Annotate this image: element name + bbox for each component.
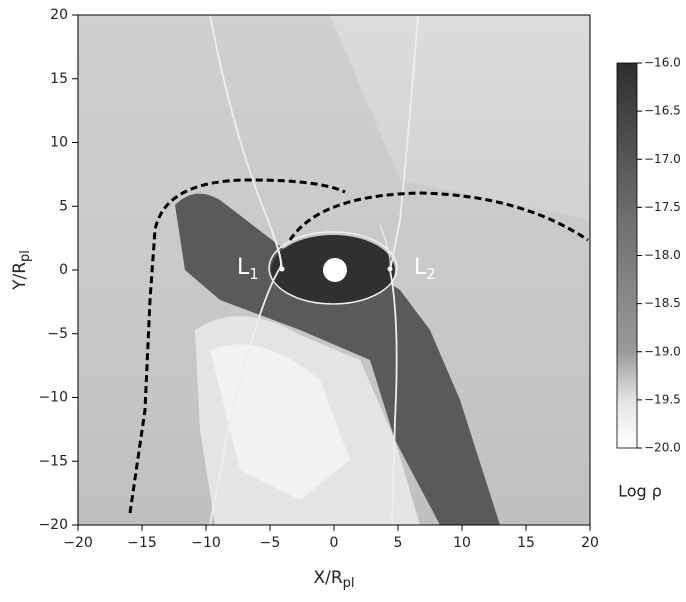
colorbar-label: Log ρ (618, 482, 662, 501)
x-tick-label: −5 (260, 535, 281, 551)
x-tick-label: −10 (191, 535, 221, 551)
colorbar-tick-label: −16.0 (644, 56, 681, 70)
y-tick-label: −20 (38, 517, 68, 533)
x-tick-label: 20 (581, 535, 599, 551)
y-tick-label: 5 (59, 198, 68, 214)
colorbar-tick-label: −17.5 (644, 200, 681, 214)
colorbar-tick-label: −17.0 (644, 152, 681, 166)
y-tick-label: 10 (50, 135, 68, 151)
y-tick-label: 0 (59, 262, 68, 278)
colorbar-tick-label: −19.0 (644, 344, 681, 358)
y-tick-label: −15 (38, 453, 68, 469)
x-tick-label: 10 (453, 535, 471, 551)
y-tick-label: 20 (50, 7, 68, 23)
x-tick-label: −15 (127, 535, 157, 551)
x-tick-label: 15 (517, 535, 535, 551)
y-tick-label: −5 (47, 326, 68, 342)
y-tick-label: −10 (38, 390, 68, 406)
colorbar-tick-label: −20.0 (644, 441, 681, 455)
colorbar-tick-label: −19.5 (644, 392, 681, 406)
x-tick-label: 5 (394, 535, 403, 551)
annotation: L1 (237, 255, 259, 283)
x-tick-label: −20 (63, 535, 93, 551)
colorbar-tick-label: −18.5 (644, 296, 681, 310)
density-map (78, 15, 590, 525)
colorbar-tick-label: −16.5 (644, 104, 681, 118)
annotation: L2 (414, 255, 436, 283)
colorbar (616, 62, 638, 449)
x-axis-label: X/Rpl (313, 568, 354, 591)
y-axis-label: Y/Rpl (10, 250, 33, 291)
y-tick-label: 15 (50, 71, 68, 87)
colorbar-tick-label: −18.0 (644, 248, 681, 262)
x-tick-label: 0 (330, 535, 339, 551)
